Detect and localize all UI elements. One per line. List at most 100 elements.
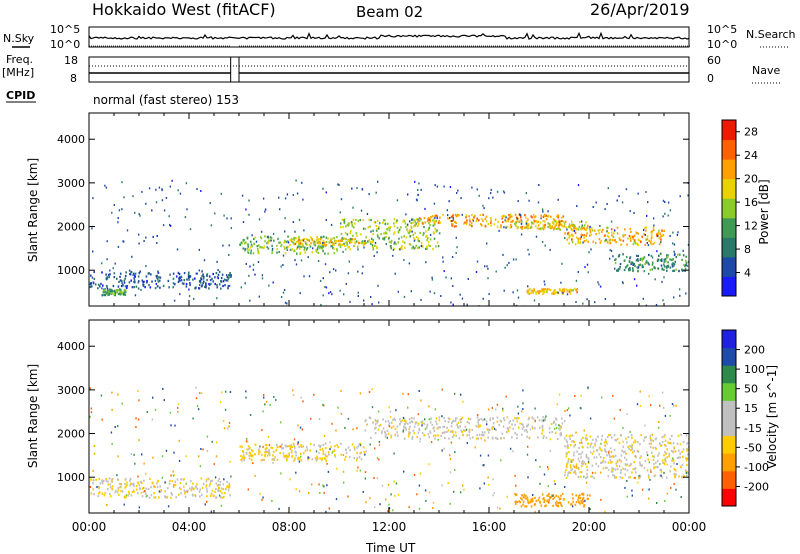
echo-cell	[438, 419, 441, 422]
echo-cell	[193, 297, 195, 300]
echo-cell	[571, 223, 573, 226]
echo-cell	[124, 290, 127, 293]
echo-cell	[282, 254, 285, 257]
echo-cell	[478, 425, 481, 428]
echo-cell	[419, 437, 422, 440]
echo-cell	[546, 466, 549, 468]
echo-cell	[172, 277, 175, 280]
echo-cell	[418, 217, 421, 220]
echo-cell	[402, 240, 404, 243]
echo-cell	[228, 244, 230, 247]
echo-cell	[553, 496, 556, 499]
echo-cell	[597, 435, 599, 438]
echo-cell	[340, 453, 343, 456]
echo-cell	[618, 237, 621, 240]
echo-cell	[514, 474, 516, 477]
echo-cell	[577, 497, 580, 500]
echo-cell	[537, 201, 540, 204]
echo-cell	[524, 226, 526, 229]
echo-cell	[650, 404, 652, 407]
echo-cell	[325, 244, 327, 247]
echo-cell	[336, 467, 338, 470]
echo-cell	[115, 489, 117, 492]
echo-cell	[319, 279, 322, 282]
echo-cell	[512, 291, 514, 294]
echo-cell	[146, 411, 149, 413]
echo-cell	[403, 425, 405, 428]
echo-cell	[495, 408, 497, 411]
echo-cell	[161, 199, 164, 202]
echo-cell	[583, 228, 586, 231]
echo-cell	[141, 487, 144, 490]
echo-cell	[205, 286, 207, 289]
echo-cell	[550, 422, 553, 425]
echo-cell	[399, 423, 401, 426]
echo-cell	[349, 237, 352, 241]
echo-cell	[537, 498, 540, 502]
echo-cell	[412, 233, 415, 236]
echo-cell	[334, 239, 336, 242]
echo-cell	[406, 229, 409, 232]
echo-cell	[413, 473, 416, 476]
echo-cell	[195, 386, 197, 389]
echo-cell	[196, 487, 199, 490]
freq-unit: [MHz]	[2, 66, 34, 79]
echo-cell	[504, 219, 506, 222]
echo-cell	[158, 186, 161, 189]
echo-cell	[220, 276, 223, 280]
echo-cell	[569, 292, 572, 295]
echo-cell	[199, 392, 201, 394]
echo-cell	[170, 492, 172, 495]
echo-cell	[206, 273, 209, 276]
echo-cell	[331, 237, 333, 240]
echo-cell	[141, 482, 143, 485]
echo-cell	[130, 270, 132, 273]
echo-cell	[105, 479, 108, 482]
echo-cell	[588, 227, 591, 230]
echo-cell	[287, 455, 290, 458]
echo-cell	[541, 432, 543, 435]
echo-cell	[631, 489, 633, 492]
echo-cell	[202, 273, 204, 276]
echo-cell	[663, 463, 666, 466]
echo-cell	[404, 222, 407, 225]
echo-cell	[490, 219, 492, 222]
echo-cell	[342, 226, 344, 229]
echo-cell	[548, 431, 551, 434]
echo-cell	[666, 254, 668, 257]
echo-cell	[520, 222, 523, 225]
echo-cell	[537, 292, 540, 295]
echo-cell	[271, 244, 273, 247]
echo-cell	[365, 241, 367, 245]
echo-cell	[590, 248, 592, 251]
echo-cell	[517, 412, 520, 415]
echo-cell	[647, 458, 649, 461]
echo-cell	[268, 454, 271, 457]
echo-cell	[651, 263, 654, 266]
echo-cell	[103, 494, 106, 497]
echo-cell	[578, 453, 580, 456]
echo-cell	[496, 416, 499, 419]
echo-cell	[345, 238, 347, 241]
echo-cell	[658, 229, 660, 232]
echo-cell	[261, 246, 263, 249]
echo-cell	[610, 450, 613, 453]
colorbar-tick-label: 28	[744, 126, 758, 139]
echo-cell	[417, 247, 419, 250]
echo-cell	[321, 247, 324, 250]
echo-cell	[242, 240, 245, 243]
echo-cell	[526, 424, 529, 427]
echo-cell	[295, 179, 297, 182]
echo-cell	[518, 220, 521, 223]
echo-cell	[301, 239, 303, 242]
echo-cell	[356, 240, 358, 243]
echo-cell	[671, 403, 674, 405]
echo-cell	[647, 201, 649, 204]
echo-cell	[608, 433, 610, 437]
echo-cell	[424, 428, 427, 431]
echo-cell	[140, 491, 143, 494]
echo-cell	[673, 473, 676, 476]
echo-cell	[264, 208, 267, 211]
echo-cell	[653, 466, 655, 469]
echo-cell	[606, 203, 608, 205]
